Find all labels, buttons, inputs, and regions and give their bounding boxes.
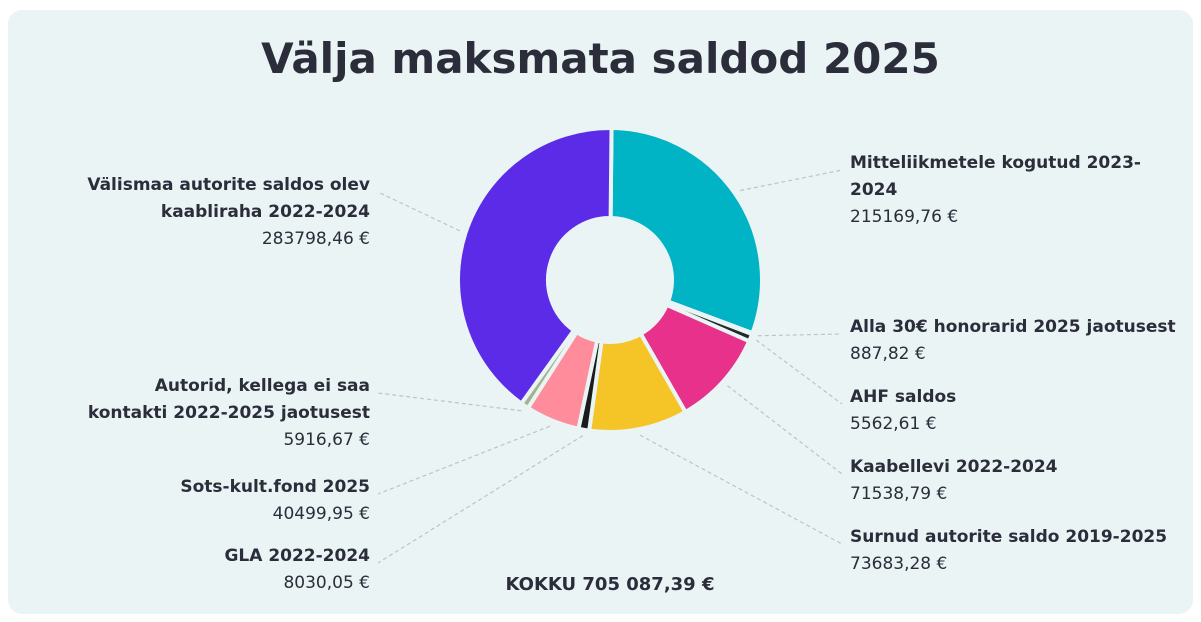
label-value: 40499,95 € (272, 504, 370, 524)
label-name: Alla 30€ honorarid 2025 jaotusest (850, 317, 1176, 337)
label-value: 5916,67 € (283, 430, 370, 450)
label-name: Mitteliikmetele kogutud 2023-2024 (850, 153, 1141, 200)
leader-line (727, 385, 843, 475)
label-name: AHF saldos (850, 387, 957, 407)
label: Kaabellevi 2022-2024 71538,79 € (850, 454, 1180, 508)
label: Autorid, kellega ei saa kontakti 2022-20… (80, 373, 370, 454)
total-annotation: KOKKU 705 087,39 € (505, 574, 715, 595)
label-name: GLA 2022-2024 (224, 546, 370, 566)
label: Alla 30€ honorarid 2025 jaotusest 887,82 … (850, 314, 1180, 368)
label: Välismaa autorite saldos olev kaabliraha… (80, 172, 370, 253)
label-value: 71538,79 € (850, 484, 948, 504)
leader-line (755, 339, 843, 405)
label-name: Autorid, kellega ei saa kontakti 2022-20… (87, 376, 370, 423)
label: Mitteliikmetele kogutud 2023-2024 215169,… (850, 150, 1180, 231)
leader-line (377, 435, 584, 564)
leader-line (377, 191, 461, 232)
label-name: Surnud autorite saldo 2019-2025 (850, 527, 1168, 547)
label-value: 8030,05 € (283, 573, 370, 593)
label: AHF saldos 5562,61 € (850, 384, 1180, 438)
label-value: 73683,28 € (850, 554, 948, 574)
label: Surnud autorite saldo 2019-2025 73683,28 … (850, 524, 1180, 578)
label-name: Välismaa autorite saldos olev kaabliraha… (87, 175, 370, 222)
panel (8, 10, 1193, 614)
label-value: 887,82 € (850, 344, 926, 364)
donut-slice (608, 126, 764, 336)
label-value: 5562,61 € (850, 414, 937, 434)
donut-slice (456, 126, 614, 406)
label: Sots-kult.fond 2025 40499,95 € (80, 474, 370, 528)
leader-line (740, 169, 843, 192)
leader-line (377, 425, 551, 495)
chart-title: Välja maksmata saldod 2025 (261, 34, 940, 83)
leader-line (377, 392, 522, 412)
label-name: Kaabellevi 2022-2024 (850, 457, 1058, 477)
label-value: 283798,46 € (261, 229, 370, 249)
leader-line (639, 434, 843, 545)
leader-line (757, 333, 843, 337)
label: GLA 2022-2024 8030,05 € (80, 543, 370, 597)
label-value: 215169,76 € (850, 207, 959, 227)
label-name: Sots-kult.fond 2025 (180, 477, 370, 497)
